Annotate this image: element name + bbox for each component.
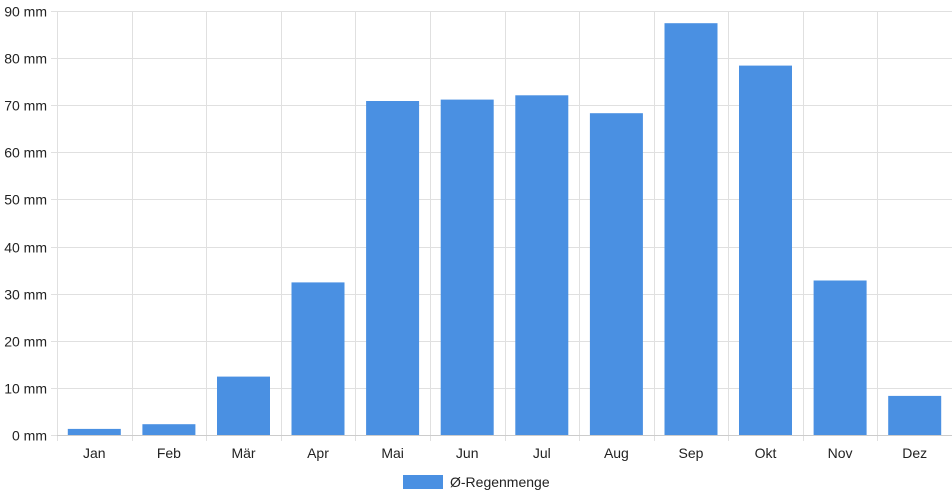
bar-sep[interactable] bbox=[664, 23, 718, 435]
bar-mär[interactable] bbox=[217, 376, 270, 435]
y-tick-label: 60 mm bbox=[4, 145, 47, 161]
x-axis-labels: Jan Feb Mär Apr Mai Jun Jul Aug Sep Okt Nov Dez bbox=[83, 445, 927, 461]
x-tick-label: Jan bbox=[83, 445, 106, 461]
bar-mai[interactable] bbox=[366, 101, 420, 435]
x-tick-label: Jun bbox=[456, 445, 479, 461]
x-tick-label: Dez bbox=[902, 445, 927, 461]
x-tick-label: Sep bbox=[679, 445, 704, 461]
x-tick-label: Okt bbox=[755, 445, 777, 461]
bar-nov[interactable] bbox=[813, 280, 867, 436]
bar-apr[interactable] bbox=[291, 282, 345, 435]
legend-swatch bbox=[403, 475, 443, 489]
bars bbox=[67, 23, 942, 436]
bar-jan[interactable] bbox=[67, 428, 121, 435]
y-tick-label: 10 mm bbox=[4, 381, 47, 397]
y-tick-label: 40 mm bbox=[4, 240, 47, 256]
x-tick-label: Mai bbox=[381, 445, 404, 461]
x-tick-label: Nov bbox=[828, 445, 853, 461]
legend-label: Ø-Regenmenge bbox=[450, 474, 550, 490]
bar-dez[interactable] bbox=[888, 395, 942, 435]
y-tick-label: 80 mm bbox=[4, 51, 47, 67]
y-tick-label: 30 mm bbox=[4, 287, 47, 303]
y-tick-label: 90 mm bbox=[4, 4, 47, 20]
x-tick-label: Aug bbox=[604, 445, 629, 461]
x-tick-label: Jul bbox=[533, 445, 551, 461]
y-tick-label: 70 mm bbox=[4, 98, 47, 114]
x-tick-label: Feb bbox=[157, 445, 181, 461]
bar-aug[interactable] bbox=[589, 113, 643, 435]
x-tick-label: Apr bbox=[307, 445, 329, 461]
y-axis-labels: 0 mm 10 mm 20 mm 30 mm 40 mm 50 mm 60 mm 70 mm 8… bbox=[4, 4, 47, 444]
bar-jun[interactable] bbox=[440, 99, 494, 435]
grid-lines bbox=[51, 11, 952, 441]
bar-jul[interactable] bbox=[515, 95, 569, 436]
y-tick-label: 50 mm bbox=[4, 192, 47, 208]
y-tick-label: 20 mm bbox=[4, 334, 47, 350]
legend[interactable]: Ø-Regenmenge bbox=[403, 474, 550, 490]
y-tick-label: 0 mm bbox=[12, 428, 47, 444]
bar-feb[interactable] bbox=[142, 424, 196, 435]
bar-okt[interactable] bbox=[739, 65, 792, 435]
x-tick-label: Mär bbox=[231, 445, 255, 461]
